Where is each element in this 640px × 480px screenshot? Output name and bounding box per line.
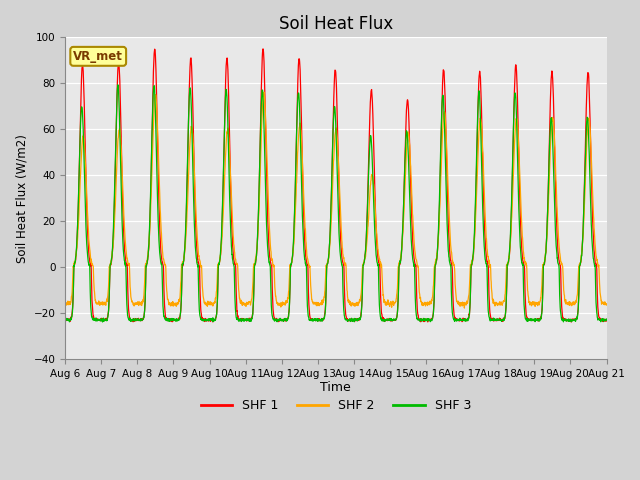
SHF 3 — [114, 82, 122, 88]
SHF 1 — [212, 314, 220, 320]
SHF 2 — [493, 302, 501, 308]
Y-axis label: Soil Heat Flux (W/m2): Soil Heat Flux (W/m2) — [15, 134, 28, 263]
SHF 2 — [461, 305, 468, 311]
SHF 1 — [493, 318, 501, 324]
SHF 2 — [352, 300, 360, 306]
SHF 2 — [570, 302, 578, 308]
SHF 2 — [364, 234, 371, 240]
SHF 1 — [570, 316, 578, 322]
Legend: SHF 1, SHF 2, SHF 3: SHF 1, SHF 2, SHF 3 — [196, 394, 476, 417]
SHF 3 — [212, 312, 220, 318]
SHF 1 — [61, 316, 69, 322]
X-axis label: Time: Time — [321, 382, 351, 395]
SHF 3 — [570, 318, 578, 324]
SHF 3 — [493, 316, 501, 322]
SHF 1 — [555, 257, 563, 263]
Title: Soil Heat Flux: Soil Heat Flux — [279, 15, 393, 33]
SHF 1 — [568, 319, 575, 325]
SHF 2 — [212, 293, 220, 299]
SHF 2 — [603, 301, 611, 307]
SHF 3 — [556, 267, 563, 273]
Line: SHF 2: SHF 2 — [65, 92, 607, 308]
SHF 1 — [603, 318, 611, 324]
SHF 3 — [603, 316, 611, 322]
SHF 2 — [61, 302, 69, 308]
SHF 3 — [61, 316, 69, 322]
SHF 2 — [556, 244, 563, 250]
SHF 3 — [99, 319, 106, 325]
Line: SHF 1: SHF 1 — [65, 49, 607, 322]
SHF 1 — [364, 207, 371, 213]
Line: SHF 3: SHF 3 — [65, 85, 607, 322]
SHF 1 — [259, 46, 267, 52]
Text: VR_met: VR_met — [73, 50, 123, 63]
SHF 2 — [260, 89, 268, 95]
SHF 1 — [352, 316, 360, 322]
SHF 3 — [364, 202, 371, 207]
SHF 3 — [352, 317, 360, 323]
